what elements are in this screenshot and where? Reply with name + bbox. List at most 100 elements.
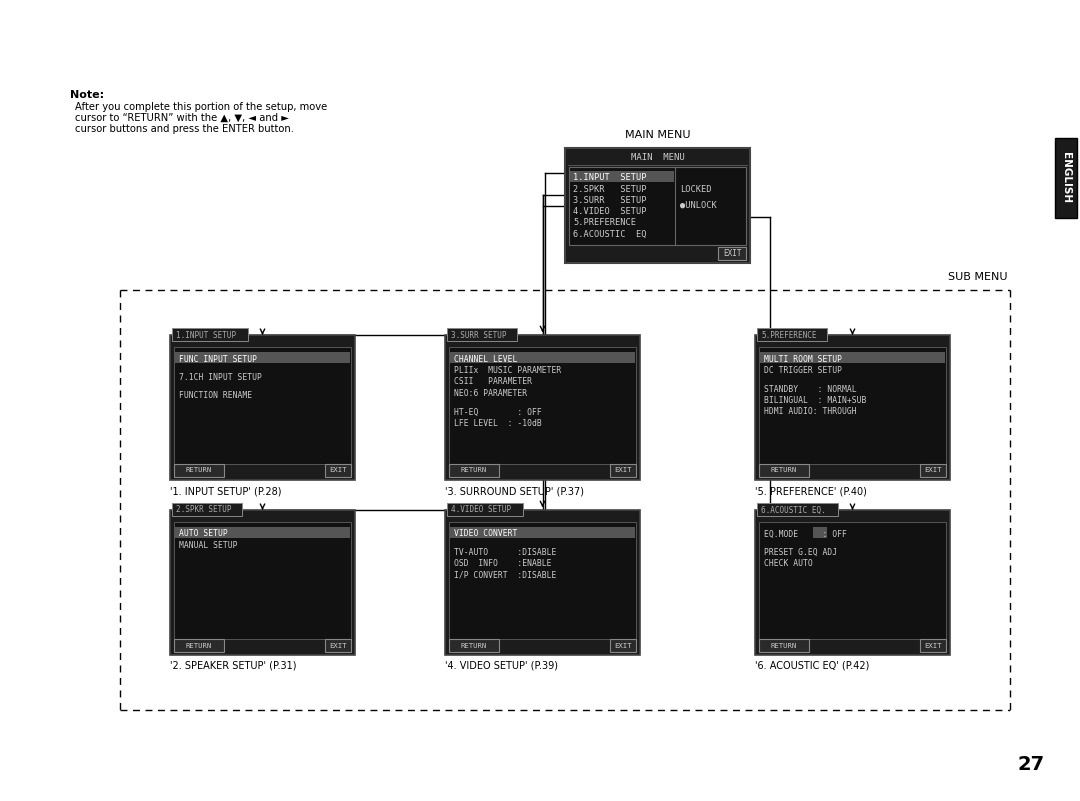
Text: RETURN: RETURN [771, 468, 797, 473]
FancyBboxPatch shape [175, 527, 350, 538]
Text: PRESET G.EQ ADJ: PRESET G.EQ ADJ [764, 548, 837, 557]
Text: MANUAL SETUP: MANUAL SETUP [179, 541, 238, 550]
Text: RETURN: RETURN [186, 468, 212, 473]
Text: CSII   PARAMETER: CSII PARAMETER [454, 377, 532, 387]
FancyBboxPatch shape [759, 347, 946, 464]
Text: EQ.MODE     : OFF: EQ.MODE : OFF [764, 529, 847, 538]
Text: PLIIx  MUSIC PARAMETER: PLIIx MUSIC PARAMETER [454, 366, 562, 375]
FancyBboxPatch shape [325, 464, 351, 477]
FancyBboxPatch shape [570, 171, 674, 182]
Text: 2.SPKR SETUP: 2.SPKR SETUP [176, 505, 231, 514]
FancyBboxPatch shape [760, 352, 945, 363]
Text: EXIT: EXIT [615, 468, 632, 473]
Text: '2. SPEAKER SETUP' (P.31): '2. SPEAKER SETUP' (P.31) [170, 661, 297, 671]
Text: AUTO SETUP: AUTO SETUP [179, 529, 228, 538]
Text: FUNCTION RENAME: FUNCTION RENAME [179, 392, 252, 400]
Text: EXIT: EXIT [723, 249, 741, 258]
Text: 4.VIDEO SETUP: 4.VIDEO SETUP [451, 505, 511, 514]
FancyBboxPatch shape [610, 639, 636, 652]
Text: FUNC INPUT SETUP: FUNC INPUT SETUP [179, 355, 257, 364]
FancyBboxPatch shape [174, 347, 351, 464]
FancyBboxPatch shape [170, 335, 355, 480]
Text: CHECK AUTO: CHECK AUTO [764, 560, 813, 569]
Text: EXIT: EXIT [615, 642, 632, 649]
Text: 3.SURR   SETUP: 3.SURR SETUP [573, 196, 647, 205]
Text: DC TRIGGER SETUP: DC TRIGGER SETUP [764, 366, 842, 375]
Text: RETURN: RETURN [771, 642, 797, 649]
Text: BILINGUAL  : MAIN+SUB: BILINGUAL : MAIN+SUB [764, 396, 866, 405]
Text: 2.SPKR   SETUP: 2.SPKR SETUP [573, 185, 647, 194]
FancyBboxPatch shape [569, 167, 746, 245]
Text: TV-AUTO      :DISABLE: TV-AUTO :DISABLE [454, 548, 556, 557]
Text: '3. SURROUND SETUP' (P.37): '3. SURROUND SETUP' (P.37) [445, 486, 584, 496]
FancyBboxPatch shape [1055, 138, 1077, 218]
FancyBboxPatch shape [757, 328, 827, 341]
Text: EXIT: EXIT [329, 642, 347, 649]
Text: 1.INPUT SETUP: 1.INPUT SETUP [176, 331, 237, 340]
FancyBboxPatch shape [757, 503, 838, 516]
Text: RETURN: RETURN [461, 642, 487, 649]
FancyBboxPatch shape [174, 464, 224, 477]
FancyBboxPatch shape [449, 464, 499, 477]
FancyBboxPatch shape [175, 352, 350, 363]
Text: 1.INPUT  SETUP: 1.INPUT SETUP [573, 174, 647, 183]
FancyBboxPatch shape [450, 527, 635, 538]
Text: 5.PREFERENCE: 5.PREFERENCE [761, 331, 816, 340]
Text: SUB MENU: SUB MENU [948, 272, 1008, 282]
FancyBboxPatch shape [759, 522, 946, 639]
FancyBboxPatch shape [718, 247, 746, 260]
Text: '6. ACOUSTIC EQ' (P.42): '6. ACOUSTIC EQ' (P.42) [755, 661, 869, 671]
Text: VIDEO CONVERT: VIDEO CONVERT [454, 529, 517, 538]
FancyBboxPatch shape [920, 464, 946, 477]
FancyBboxPatch shape [449, 347, 636, 464]
FancyBboxPatch shape [447, 503, 523, 516]
FancyBboxPatch shape [759, 464, 809, 477]
FancyBboxPatch shape [449, 639, 499, 652]
Text: '4. VIDEO SETUP' (P.39): '4. VIDEO SETUP' (P.39) [445, 661, 558, 671]
FancyBboxPatch shape [447, 328, 517, 341]
FancyBboxPatch shape [445, 510, 640, 655]
Text: HT-EQ        : OFF: HT-EQ : OFF [454, 408, 542, 417]
Text: After you complete this portion of the setup, move: After you complete this portion of the s… [75, 102, 327, 112]
FancyBboxPatch shape [445, 335, 640, 480]
Text: CHANNEL LEVEL: CHANNEL LEVEL [454, 355, 517, 364]
FancyBboxPatch shape [174, 639, 224, 652]
FancyBboxPatch shape [755, 335, 950, 480]
Text: HDMI AUDIO: THROUGH: HDMI AUDIO: THROUGH [764, 408, 856, 417]
Text: 7.1CH INPUT SETUP: 7.1CH INPUT SETUP [179, 373, 261, 382]
Text: 6.ACOUSTIC  EQ: 6.ACOUSTIC EQ [573, 230, 647, 239]
Text: 27: 27 [1017, 755, 1045, 775]
FancyBboxPatch shape [920, 639, 946, 652]
Text: 3.SURR SETUP: 3.SURR SETUP [451, 331, 507, 340]
Text: MULTI ROOM SETUP: MULTI ROOM SETUP [764, 355, 842, 364]
FancyBboxPatch shape [449, 522, 636, 639]
FancyBboxPatch shape [174, 522, 351, 639]
Text: I/P CONVERT  :DISABLE: I/P CONVERT :DISABLE [454, 571, 556, 580]
FancyBboxPatch shape [170, 510, 355, 655]
Text: RETURN: RETURN [461, 468, 487, 473]
Text: EXIT: EXIT [329, 468, 347, 473]
Text: '5. PREFERENCE' (P.40): '5. PREFERENCE' (P.40) [755, 486, 867, 496]
Text: Note:: Note: [70, 90, 104, 100]
Text: LFE LEVEL  : -10dB: LFE LEVEL : -10dB [454, 419, 542, 428]
FancyBboxPatch shape [755, 510, 950, 655]
Text: LOCKED: LOCKED [680, 184, 712, 194]
Text: 4.VIDEO  SETUP: 4.VIDEO SETUP [573, 207, 647, 216]
FancyBboxPatch shape [172, 503, 242, 516]
Text: 5.PREFERENCE: 5.PREFERENCE [573, 219, 636, 227]
Text: MAIN MENU: MAIN MENU [624, 130, 690, 140]
FancyBboxPatch shape [325, 639, 351, 652]
Text: EXIT: EXIT [924, 468, 942, 473]
FancyBboxPatch shape [759, 639, 809, 652]
Text: ●UNLOCK: ●UNLOCK [680, 200, 717, 210]
Text: '1. INPUT SETUP' (P.28): '1. INPUT SETUP' (P.28) [170, 486, 282, 496]
Text: cursor buttons and press the ENTER button.: cursor buttons and press the ENTER butto… [75, 124, 294, 134]
FancyBboxPatch shape [813, 527, 827, 538]
Text: MAIN  MENU: MAIN MENU [631, 152, 685, 162]
Text: 6.ACOUSTIC EQ.: 6.ACOUSTIC EQ. [761, 505, 826, 514]
FancyBboxPatch shape [610, 464, 636, 477]
Text: cursor to “RETURN” with the ▲, ▼, ◄ and ►: cursor to “RETURN” with the ▲, ▼, ◄ and … [75, 113, 289, 123]
FancyBboxPatch shape [565, 148, 750, 263]
Text: OSD  INFO    :ENABLE: OSD INFO :ENABLE [454, 560, 552, 569]
Text: NEO:6 PARAMETER: NEO:6 PARAMETER [454, 389, 527, 398]
